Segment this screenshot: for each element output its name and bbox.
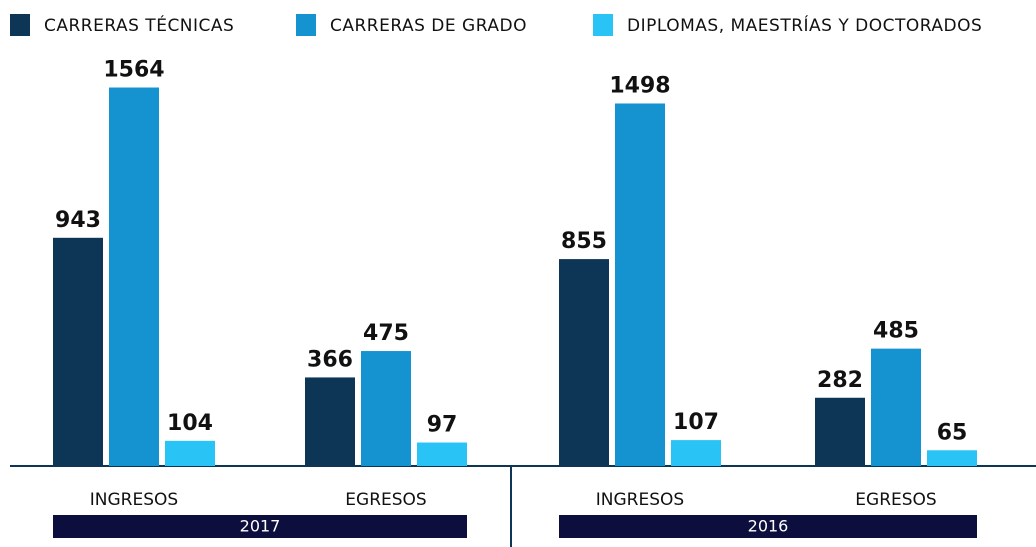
bar	[165, 440, 215, 466]
bar	[815, 397, 865, 466]
legend-label: DIPLOMAS, MAESTRÍAS Y DOCTORADOS	[627, 14, 982, 36]
legend-label: CARRERAS TÉCNICAS	[44, 14, 234, 36]
bar	[53, 237, 103, 466]
group-band	[559, 515, 977, 538]
data-label: 282	[817, 368, 863, 393]
x-tick-label: INGRESOS	[90, 490, 178, 510]
data-label: 107	[673, 410, 719, 435]
bar	[927, 450, 977, 466]
data-label: 943	[55, 208, 101, 233]
data-label: 104	[167, 411, 213, 436]
legend-swatch	[593, 14, 613, 36]
bar	[417, 442, 467, 466]
data-label: 65	[937, 420, 968, 445]
data-label: 475	[363, 321, 409, 346]
legend-swatch	[296, 14, 316, 36]
bar	[109, 87, 159, 467]
x-tick-label: EGRESOS	[345, 490, 426, 510]
data-label: 485	[873, 319, 919, 344]
group-label: 2016	[748, 517, 789, 536]
data-label: 366	[307, 347, 353, 372]
data-label: 1498	[609, 73, 670, 98]
data-label: 855	[561, 229, 607, 254]
bar	[871, 348, 921, 466]
bar	[305, 377, 355, 466]
bar	[361, 351, 411, 466]
bar	[615, 103, 665, 466]
group-band	[53, 515, 467, 538]
data-label: 1564	[103, 58, 164, 83]
data-label: 97	[427, 413, 458, 438]
x-tick-label: INGRESOS	[596, 490, 684, 510]
legend-swatch	[10, 14, 30, 36]
legend-label: CARRERAS DE GRADO	[330, 16, 527, 36]
group-label: 2017	[240, 517, 281, 536]
x-tick-label: EGRESOS	[855, 490, 936, 510]
bar	[671, 440, 721, 466]
bar	[559, 259, 609, 466]
